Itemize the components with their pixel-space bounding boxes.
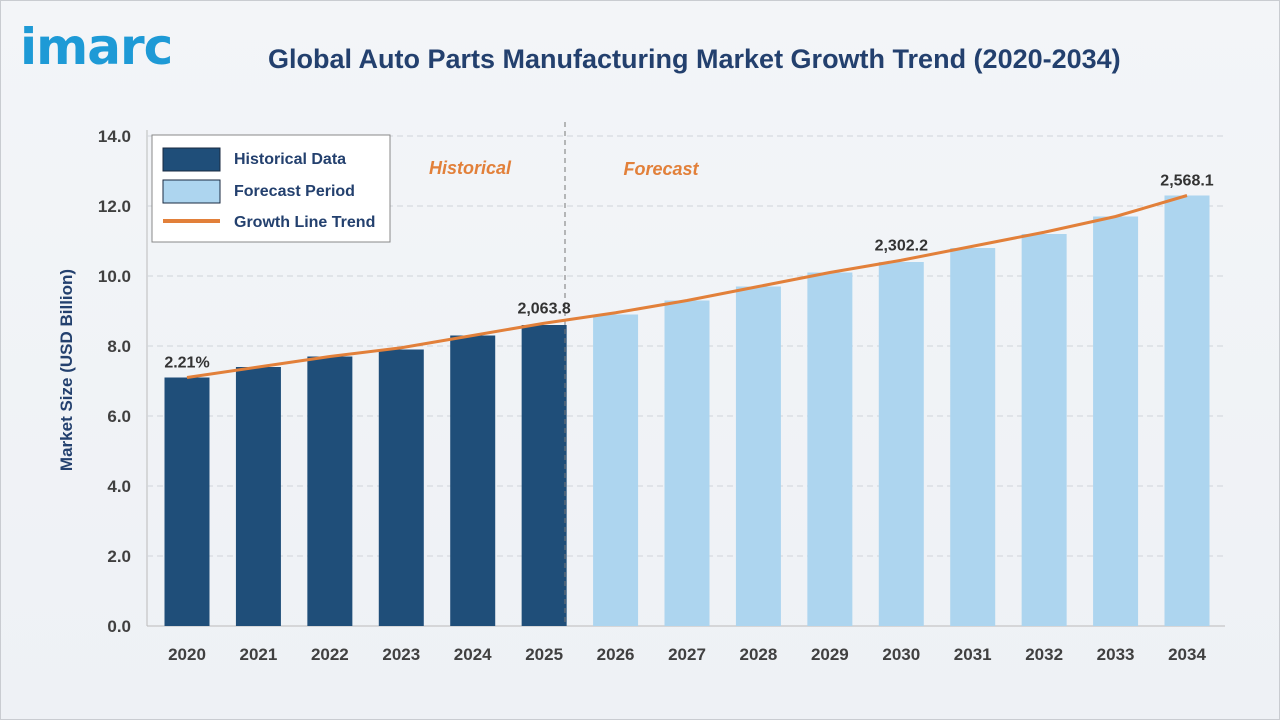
x-tick-label: 2026 xyxy=(597,645,635,664)
legend-label-historical: Historical Data xyxy=(234,151,346,168)
bar-2023 xyxy=(378,349,424,626)
historical-annotation: Historical xyxy=(429,158,512,178)
bar-2025 xyxy=(521,325,567,626)
legend-label-forecast: Forecast Period xyxy=(234,183,355,200)
x-tick-label: 2021 xyxy=(240,645,278,664)
bar-2032 xyxy=(1021,234,1067,626)
y-tick-label: 2.0 xyxy=(107,547,131,566)
growth-trend-line xyxy=(186,194,1188,379)
legend-swatch-historical xyxy=(162,147,221,172)
y-tick-label: 10.0 xyxy=(98,267,131,286)
x-tick-label: 2023 xyxy=(382,645,420,664)
bar-2031 xyxy=(950,248,996,626)
x-tick-label: 2024 xyxy=(454,645,492,664)
bar-2028 xyxy=(735,286,781,626)
bar-2020 xyxy=(164,377,210,626)
y-axis-label: Market Size (USD Billion) xyxy=(57,269,76,471)
x-tick-label: 2027 xyxy=(668,645,706,664)
imarc-logo: imarc xyxy=(20,18,173,76)
forecast-annotation: Forecast xyxy=(623,159,699,179)
x-tick-label: 2025 xyxy=(525,645,563,664)
bar-2030 xyxy=(878,262,924,626)
chart-title: Global Auto Parts Manufacturing Market G… xyxy=(268,44,1121,74)
bar-2021 xyxy=(235,367,281,626)
bar-2026 xyxy=(593,314,639,626)
y-tick-label: 4.0 xyxy=(107,477,131,496)
x-tick-label: 2031 xyxy=(954,645,992,664)
bar-2033 xyxy=(1093,216,1139,626)
x-tick-label: 2030 xyxy=(882,645,920,664)
bar-2027 xyxy=(664,300,710,626)
bar-2034 xyxy=(1164,195,1210,626)
data-label-2025: 2,063.8 xyxy=(517,300,570,317)
data-label-2034: 2,568.1 xyxy=(1160,173,1213,190)
y-tick-label: 0.0 xyxy=(107,617,131,636)
x-tick-label: 2028 xyxy=(740,645,778,664)
legend-label-trend: Growth Line Trend xyxy=(234,214,375,231)
x-tick-label: 2020 xyxy=(168,645,206,664)
x-tick-label: 2034 xyxy=(1168,645,1206,664)
bar-2024 xyxy=(450,335,496,626)
y-tick-label: 14.0 xyxy=(98,127,131,146)
legend-swatch-forecast xyxy=(162,179,221,204)
y-tick-label: 6.0 xyxy=(107,407,131,426)
bar-2022 xyxy=(307,356,353,626)
bar-2029 xyxy=(807,272,853,626)
x-tick-label: 2032 xyxy=(1025,645,1063,664)
x-tick-label: 2033 xyxy=(1097,645,1135,664)
data-label-2030: 2,302.2 xyxy=(875,237,928,254)
y-tick-label: 12.0 xyxy=(98,197,131,216)
y-tick-label: 8.0 xyxy=(107,337,131,356)
x-tick-label: 2029 xyxy=(811,645,849,664)
legend: Historical Data Forecast Period Growth L… xyxy=(151,134,391,243)
x-tick-label: 2022 xyxy=(311,645,349,664)
data-label-2020: 2.21% xyxy=(164,355,209,372)
